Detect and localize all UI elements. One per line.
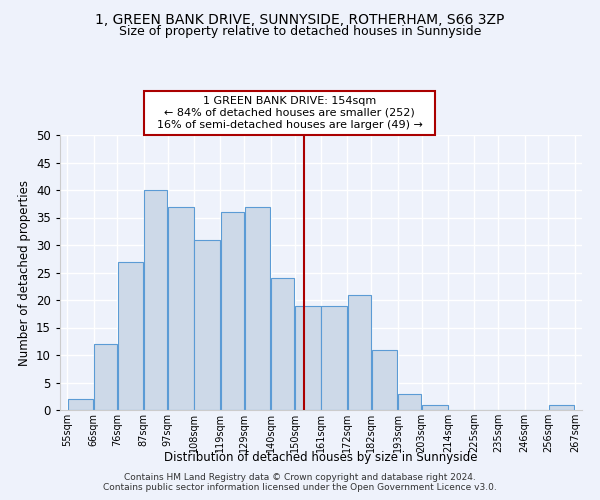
Bar xyxy=(295,306,320,410)
Bar xyxy=(221,212,244,410)
Bar xyxy=(347,294,371,410)
Bar xyxy=(322,306,347,410)
Bar xyxy=(549,404,574,410)
Bar xyxy=(94,344,117,410)
Bar xyxy=(245,206,271,410)
Bar xyxy=(398,394,421,410)
Bar xyxy=(144,190,167,410)
Bar xyxy=(168,206,194,410)
Bar xyxy=(271,278,295,410)
Bar xyxy=(371,350,397,410)
Text: Contains HM Land Registry data © Crown copyright and database right 2024.
Contai: Contains HM Land Registry data © Crown c… xyxy=(103,473,497,492)
Bar xyxy=(118,262,143,410)
Y-axis label: Number of detached properties: Number of detached properties xyxy=(17,180,31,366)
Text: Size of property relative to detached houses in Sunnyside: Size of property relative to detached ho… xyxy=(119,25,481,38)
Bar xyxy=(68,399,93,410)
Text: 1 GREEN BANK DRIVE: 154sqm  
  ← 84% of detached houses are smaller (252)  
  16: 1 GREEN BANK DRIVE: 154sqm ← 84% of deta… xyxy=(150,96,430,130)
Bar xyxy=(194,240,220,410)
Bar xyxy=(422,404,448,410)
Text: 1, GREEN BANK DRIVE, SUNNYSIDE, ROTHERHAM, S66 3ZP: 1, GREEN BANK DRIVE, SUNNYSIDE, ROTHERHA… xyxy=(95,12,505,26)
Text: Distribution of detached houses by size in Sunnyside: Distribution of detached houses by size … xyxy=(164,451,478,464)
